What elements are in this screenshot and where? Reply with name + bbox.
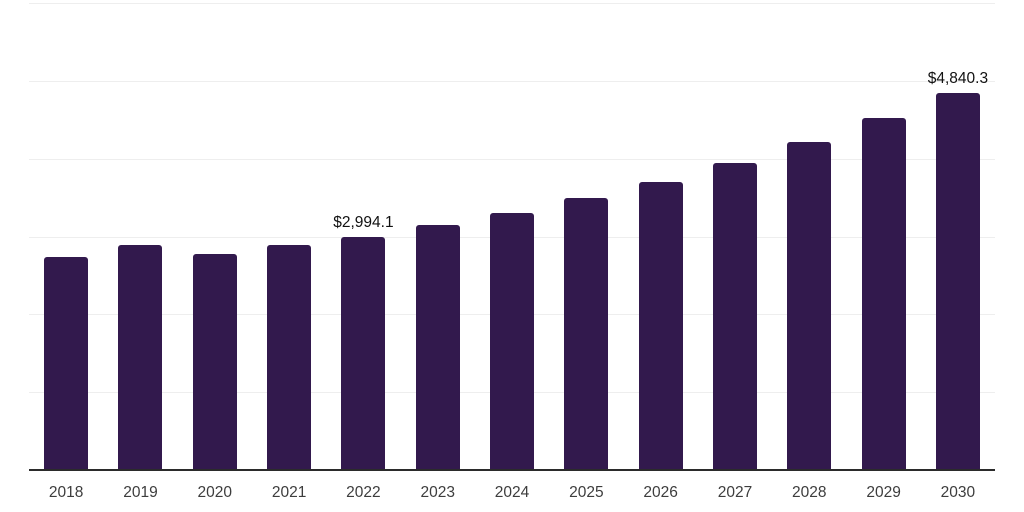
x-axis-label-2022: 2022 <box>346 484 381 501</box>
bar-2025 <box>564 198 609 470</box>
bar-2021 <box>267 244 312 470</box>
bar-2024 <box>490 212 535 470</box>
bar-2019 <box>118 245 163 470</box>
bar-slot <box>103 3 177 470</box>
x-axis-label-2030: 2030 <box>940 484 976 501</box>
bar-value-label-2022: $2,994.1 <box>333 213 394 231</box>
bar-slot: $2,994.1 <box>326 3 400 470</box>
x-axis-label-2029: 2029 <box>866 484 901 501</box>
bar-slot <box>475 3 549 470</box>
x-axis-line <box>29 469 995 471</box>
bar-slot <box>252 3 326 470</box>
bar-2028 <box>787 141 832 470</box>
x-axis-label-2026: 2026 <box>643 484 678 501</box>
bar-2026 <box>638 182 683 470</box>
gridline <box>29 80 995 82</box>
bar-2020 <box>192 254 237 470</box>
bar-slot <box>698 3 772 470</box>
bar-2029 <box>861 118 906 470</box>
bar-2027 <box>712 162 757 470</box>
gridline <box>29 3 995 4</box>
bar-slot <box>846 3 920 470</box>
gridline <box>29 158 995 160</box>
bar-2030 <box>935 93 980 470</box>
bar-value-label-2030: $4,840.3 <box>927 70 989 88</box>
bar-2018 <box>44 257 89 470</box>
bar-slot: $4,840.3 <box>921 3 995 470</box>
x-axis-label-2025: 2025 <box>569 484 604 501</box>
bar-slot <box>401 3 475 470</box>
x-axis-label-2018: 2018 <box>48 484 84 501</box>
bar-slot <box>772 3 846 470</box>
bar-slot <box>29 3 103 470</box>
x-axis-label-2019: 2019 <box>123 484 158 501</box>
x-axis-label-2027: 2027 <box>717 484 753 501</box>
x-axis-label-2023: 2023 <box>420 484 455 501</box>
bars-row: $2,994.1 $4,840.3 <box>29 3 995 470</box>
x-axis-label-2021: 2021 <box>271 484 307 501</box>
x-axis-label-2020: 2020 <box>197 484 233 501</box>
bar-2022 <box>341 236 386 470</box>
bar-slot <box>178 3 252 470</box>
x-axis-label-2028: 2028 <box>792 484 827 501</box>
bar-2023 <box>415 225 460 470</box>
x-axis-labels: 2018 2019 2020 2021 2022 2023 2024 2025 2026 2027… <box>29 484 995 502</box>
x-axis-label-2024: 2024 <box>494 484 530 501</box>
bar-slot <box>549 3 623 470</box>
bar-slot <box>624 3 698 470</box>
plot-area: $2,994.1 $4,840.3 <box>29 3 995 471</box>
